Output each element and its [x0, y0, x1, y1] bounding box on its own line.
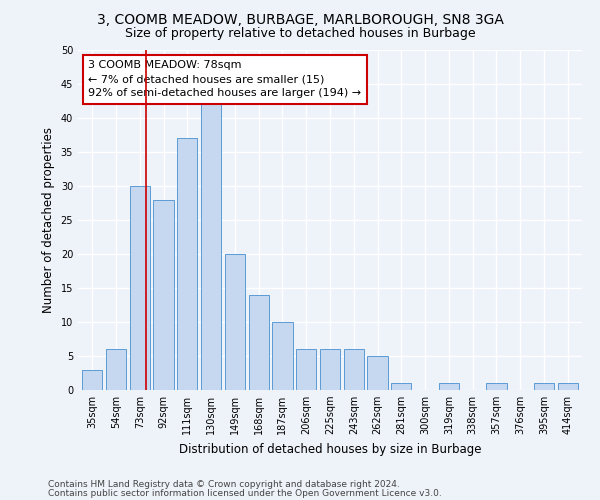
Bar	[248, 295, 269, 390]
Text: 3, COOMB MEADOW, BURBAGE, MARLBOROUGH, SN8 3GA: 3, COOMB MEADOW, BURBAGE, MARLBOROUGH, S…	[97, 12, 503, 26]
Bar	[225, 254, 245, 390]
Bar	[320, 349, 340, 390]
Bar	[391, 383, 412, 390]
Bar	[439, 383, 459, 390]
Bar	[344, 349, 364, 390]
Bar	[106, 349, 126, 390]
Text: Contains public sector information licensed under the Open Government Licence v3: Contains public sector information licen…	[48, 488, 442, 498]
Text: Contains HM Land Registry data © Crown copyright and database right 2024.: Contains HM Land Registry data © Crown c…	[48, 480, 400, 489]
Bar	[534, 383, 554, 390]
Bar	[130, 186, 150, 390]
Bar	[82, 370, 103, 390]
Text: Size of property relative to detached houses in Burbage: Size of property relative to detached ho…	[125, 28, 475, 40]
Bar	[272, 322, 293, 390]
Bar	[367, 356, 388, 390]
Bar	[557, 383, 578, 390]
Bar	[177, 138, 197, 390]
Bar	[487, 383, 506, 390]
X-axis label: Distribution of detached houses by size in Burbage: Distribution of detached houses by size …	[179, 442, 481, 456]
Bar	[154, 200, 173, 390]
Bar	[201, 104, 221, 390]
Bar	[296, 349, 316, 390]
Y-axis label: Number of detached properties: Number of detached properties	[42, 127, 55, 313]
Text: 3 COOMB MEADOW: 78sqm
← 7% of detached houses are smaller (15)
92% of semi-detac: 3 COOMB MEADOW: 78sqm ← 7% of detached h…	[88, 60, 361, 98]
